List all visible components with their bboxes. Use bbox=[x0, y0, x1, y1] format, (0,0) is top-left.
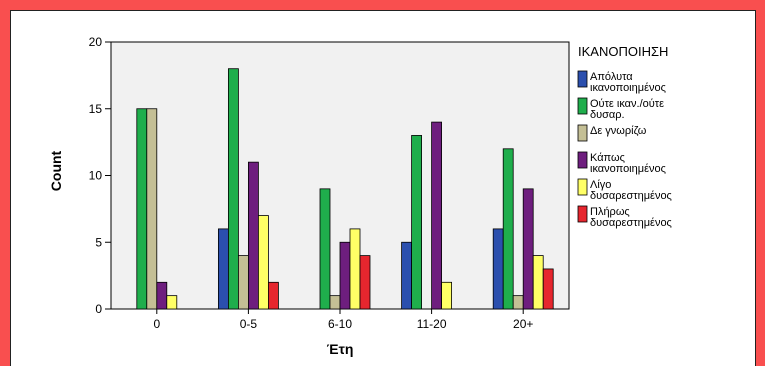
bar-20-series-4 bbox=[532, 255, 544, 310]
bar-6-10-series-1 bbox=[319, 188, 331, 310]
bar-0-5-series-5 bbox=[267, 281, 279, 310]
legend-label-3: Κάπως ικανοποιημένος bbox=[590, 152, 666, 175]
legend-swatch-0 bbox=[577, 70, 588, 88]
bar-0-series-4 bbox=[166, 295, 178, 310]
bar-11-20-series-4 bbox=[441, 281, 453, 310]
bar-11-20-series-3 bbox=[431, 121, 443, 310]
bar-0-series-2 bbox=[146, 108, 158, 310]
y-tick-label-3: 15 bbox=[89, 102, 103, 116]
bar-0-series-1 bbox=[136, 108, 148, 310]
bar-0-5-series-1 bbox=[227, 68, 239, 310]
bars-layer bbox=[136, 68, 554, 310]
bar-0-5-series-0 bbox=[217, 228, 229, 310]
bar-chart: 0 5 10 15 20 0 0-5 6-10 11-20 20+ Count Έτη ΙΚΑΝ… bbox=[48, 35, 672, 357]
bar-11-20-series-1 bbox=[411, 135, 423, 310]
y-tick-label-1: 5 bbox=[95, 235, 102, 249]
legend-label-2: Δε γνωρίζω bbox=[590, 125, 647, 137]
bar-20-series-0 bbox=[492, 228, 504, 310]
bar-0-5-series-4 bbox=[257, 215, 269, 310]
bar-20-series-2 bbox=[512, 295, 524, 310]
legend-title: ΙΚΑΝΟΠΟΙΗΣΗ bbox=[578, 44, 668, 59]
legend-swatch-4 bbox=[577, 178, 588, 196]
bar-6-10-series-2 bbox=[329, 295, 341, 310]
legend-swatch-2 bbox=[577, 124, 588, 142]
legend-swatch-5 bbox=[577, 205, 588, 223]
y-axis-title: Count bbox=[48, 150, 64, 191]
bar-0-5-series-2 bbox=[237, 255, 249, 310]
x-axis: 0 0-5 6-10 11-20 20+ bbox=[153, 309, 533, 331]
legend-label-5: Πλήρως δυσαρεστημένος bbox=[590, 206, 672, 229]
bar-20-series-1 bbox=[502, 148, 514, 310]
y-axis: 0 5 10 15 20 bbox=[89, 35, 111, 316]
bar-0-5-series-3 bbox=[247, 161, 259, 310]
bar-6-10-series-3 bbox=[339, 241, 351, 310]
bar-11-20-series-0 bbox=[401, 241, 413, 310]
chart-frame: 0 5 10 15 20 0 0-5 6-10 11-20 20+ Count Έτη ΙΚΑΝ… bbox=[10, 10, 756, 366]
x-tick-label-11-20: 11-20 bbox=[417, 317, 447, 331]
legend-label-1: Ούτε ικαν./ούτε δυσαρ. bbox=[590, 98, 664, 121]
y-tick-label-2: 10 bbox=[89, 169, 103, 183]
x-axis-title: Έτη bbox=[327, 341, 354, 357]
x-tick-label-0-5: 0-5 bbox=[240, 317, 258, 331]
y-tick-label-4: 20 bbox=[89, 35, 103, 49]
y-tick-label-0: 0 bbox=[95, 302, 102, 316]
legend-label-4: Λίγο δυσαρεστημένος bbox=[590, 179, 672, 202]
legend-swatch-1 bbox=[577, 97, 588, 115]
x-tick-label-6-10: 6-10 bbox=[328, 317, 352, 331]
x-tick-label-20: 20+ bbox=[513, 317, 533, 331]
legend: ΙΚΑΝΟΠΟΙΗΣΗ Απόλυτα ικανοποιημένος Ούτε ικ… bbox=[577, 44, 672, 229]
legend-swatch-3 bbox=[577, 151, 588, 169]
bar-0-series-3 bbox=[156, 281, 168, 310]
bar-20-series-3 bbox=[522, 188, 534, 310]
bar-6-10-series-4 bbox=[349, 228, 361, 310]
legend-label-0: Απόλυτα ικανοποιημένος bbox=[590, 71, 666, 94]
bar-20-series-5 bbox=[542, 268, 554, 310]
x-tick-label-0: 0 bbox=[153, 317, 160, 331]
bar-6-10-series-5 bbox=[359, 255, 371, 310]
